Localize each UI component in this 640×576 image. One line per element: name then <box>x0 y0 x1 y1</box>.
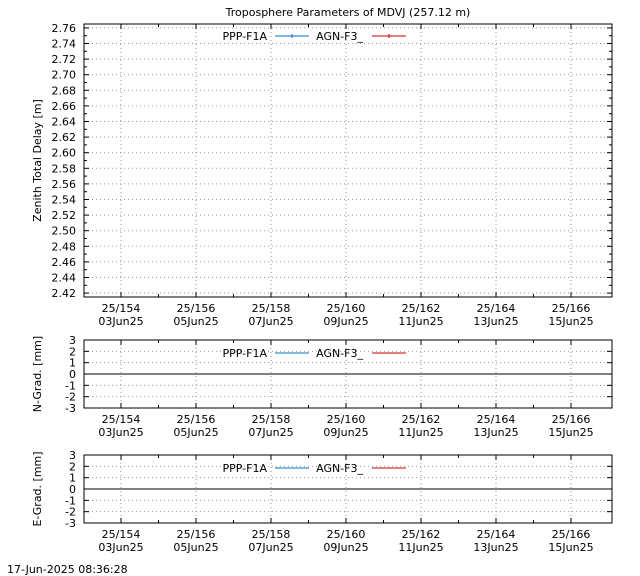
x-tick-label-doy: 25/164 <box>477 413 516 426</box>
y-tick-label: 2.64 <box>52 116 77 129</box>
legend-label: PPP-F1A <box>223 462 268 475</box>
legend-label: AGN-F3_ <box>316 347 363 360</box>
x-tick-label-doy: 25/158 <box>252 528 291 541</box>
x-tick-label-date: 09Jun25 <box>323 426 368 439</box>
x-tick-label-date: 03Jun25 <box>98 426 143 439</box>
x-tick-label-date: 07Jun25 <box>248 541 293 554</box>
x-tick-label-doy: 25/154 <box>102 413 141 426</box>
y-tick-label: 2.76 <box>52 22 77 35</box>
y-tick-label: 2.70 <box>52 69 77 82</box>
y-tick-label: 3 <box>69 334 76 347</box>
plot-frame <box>83 454 613 524</box>
y-axis-label: N-Grad. [mm] <box>31 336 44 412</box>
y-tick-label: 2.62 <box>52 131 77 144</box>
x-tick-label-date: 05Jun25 <box>173 541 218 554</box>
x-tick-label-doy: 25/156 <box>177 302 216 315</box>
x-tick-label-doy: 25/162 <box>402 302 441 315</box>
x-tick-label-date: 07Jun25 <box>248 315 293 328</box>
y-tick-label: 2.68 <box>52 84 77 97</box>
chart-title: Troposphere Parameters of MDVJ (257.12 m… <box>225 6 471 19</box>
x-tick-label-doy: 25/160 <box>327 528 366 541</box>
x-tick-label-doy: 25/156 <box>177 413 216 426</box>
x-tick-label-date: 11Jun25 <box>398 315 443 328</box>
x-tick-label-date: 13Jun25 <box>473 541 518 554</box>
legend-label: AGN-F3_ <box>316 462 363 475</box>
y-axis-label: E-Grad. [mm] <box>31 451 44 526</box>
x-tick-label-doy: 25/154 <box>102 302 141 315</box>
x-tick-label-date: 07Jun25 <box>248 426 293 439</box>
y-tick-label: 2.46 <box>52 256 77 269</box>
y-tick-label: 2.44 <box>52 272 77 285</box>
x-tick-label-date: 05Jun25 <box>173 426 218 439</box>
y-tick-label: 1 <box>69 472 76 485</box>
x-tick-label-date: 11Jun25 <box>398 426 443 439</box>
y-tick-label: 2.60 <box>52 147 77 160</box>
legend-label: PPP-F1A <box>223 30 268 43</box>
x-tick-label-doy: 25/156 <box>177 528 216 541</box>
y-tick-label: 2.48 <box>52 240 77 253</box>
y-tick-label: 0 <box>69 483 76 496</box>
x-tick-label-doy: 25/166 <box>552 302 591 315</box>
x-tick-label-doy: 25/158 <box>252 413 291 426</box>
x-tick-label-date: 09Jun25 <box>323 541 368 554</box>
y-tick-label: 2.74 <box>52 38 77 51</box>
x-tick-label-date: 05Jun25 <box>173 315 218 328</box>
y-tick-label: -2 <box>65 391 76 404</box>
y-tick-label: 2 <box>69 345 76 358</box>
y-tick-label: 2.58 <box>52 162 77 175</box>
x-tick-label-doy: 25/162 <box>402 413 441 426</box>
x-tick-label-doy: 25/154 <box>102 528 141 541</box>
y-tick-label: 2.56 <box>52 178 77 191</box>
x-tick-label-doy: 25/160 <box>327 413 366 426</box>
y-tick-label: 3 <box>69 449 76 462</box>
plot-frame <box>83 339 613 409</box>
x-tick-label-doy: 25/166 <box>552 413 591 426</box>
y-tick-label: -1 <box>65 379 76 392</box>
x-tick-label-doy: 25/158 <box>252 302 291 315</box>
y-tick-label: 2.52 <box>52 209 77 222</box>
y-tick-label: -1 <box>65 494 76 507</box>
y-tick-label: -2 <box>65 506 76 519</box>
y-axis-label: Zenith Total Delay [m] <box>31 99 44 222</box>
timestamp-label: 17-Jun-2025 08:36:28 <box>7 563 128 576</box>
y-tick-label: -3 <box>65 402 76 415</box>
y-tick-label: 2 <box>69 460 76 473</box>
y-tick-label: 2.72 <box>52 53 77 66</box>
x-tick-label-date: 09Jun25 <box>323 315 368 328</box>
y-tick-label: 0 <box>69 368 76 381</box>
x-tick-label-doy: 25/166 <box>552 528 591 541</box>
y-tick-label: 2.50 <box>52 225 77 238</box>
x-tick-label-doy: 25/164 <box>477 302 516 315</box>
chart-panel-1: Troposphere Parameters of MDVJ (257.12 m… <box>31 6 613 328</box>
x-tick-label-doy: 25/160 <box>327 302 366 315</box>
x-tick-label-date: 11Jun25 <box>398 541 443 554</box>
y-tick-label: 2.42 <box>52 287 77 300</box>
legend-label: AGN-F3_ <box>316 30 363 43</box>
y-tick-label: 2.54 <box>52 194 77 207</box>
y-tick-label: -3 <box>65 517 76 530</box>
y-tick-label: 1 <box>69 357 76 370</box>
x-tick-label-date: 15Jun25 <box>548 315 593 328</box>
x-tick-label-date: 15Jun25 <box>548 426 593 439</box>
x-tick-label-date: 03Jun25 <box>98 541 143 554</box>
x-tick-label-date: 03Jun25 <box>98 315 143 328</box>
x-tick-label-date: 13Jun25 <box>473 315 518 328</box>
x-tick-label-doy: 25/162 <box>402 528 441 541</box>
x-tick-label-doy: 25/164 <box>477 528 516 541</box>
y-tick-label: 2.66 <box>52 100 77 113</box>
x-tick-label-date: 13Jun25 <box>473 426 518 439</box>
legend-label: PPP-F1A <box>223 347 268 360</box>
x-tick-label-date: 15Jun25 <box>548 541 593 554</box>
plot-frame <box>83 23 613 298</box>
